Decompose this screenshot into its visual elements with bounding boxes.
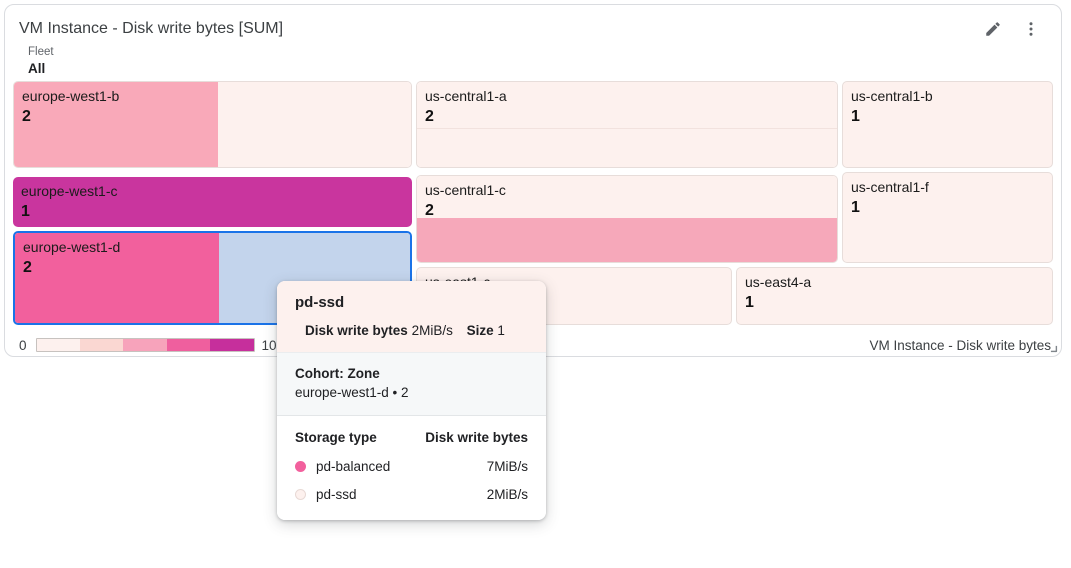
cell-count: 2 [425,108,434,125]
tooltip-metrics: Disk write bytes 2MiB/s Size 1 [295,323,530,338]
storage-type-value: 2MiB/s [486,487,528,502]
storage-segment[interactable] [417,82,837,128]
pencil-icon [984,20,1002,38]
treemap-cell-us-central1-b[interactable]: us-central1-b 1 [842,81,1053,168]
treemap-cell-us-central1-c[interactable]: us-central1-c 2 [416,175,838,263]
cell-count: 2 [23,259,32,276]
legend-min-label: 0 [19,337,27,353]
header-actions [981,17,1043,41]
storage-segment[interactable] [14,82,218,167]
cohort-label: Cohort: Zone [295,366,380,381]
cell-label: us-east4-a [745,274,812,290]
storage-segment[interactable] [417,128,837,167]
storage-type-value: 7MiB/s [486,459,528,474]
metric-value: 2MiB/s [411,323,453,338]
storage-segment-pd-balanced[interactable] [15,233,219,323]
series-dot-pd-balanced [295,461,306,472]
tooltip-table-section: Storage type Disk write bytes pd-balance… [277,416,546,520]
treemap-cell-us-east4-a[interactable]: us-east4-a 1 [736,267,1053,325]
tooltip-title: pd-ssd [295,294,345,311]
cell-label: europe-west1-d [23,239,121,255]
cell-count: 1 [21,203,30,220]
table-col-disk-write-bytes: Disk write bytes [425,430,528,445]
cell-label: europe-west1-c [21,183,118,199]
size-label: Size [466,323,494,338]
cell-count: 1 [745,294,754,311]
tooltip-cohort-section: Cohort: Zone europe-west1-d • 2 [277,352,546,416]
legend-swatch [166,339,211,351]
color-legend-row: 0 10M VM Instance - Disk write bytes [19,336,1051,354]
tooltip: pd-ssd Disk write bytes 2MiB/s Size 1 Co… [277,281,546,520]
resize-handle-icon[interactable] [1050,345,1058,353]
storage-segment[interactable] [417,218,837,262]
treemap-cell-us-central1-f[interactable]: us-central1-f 1 [842,172,1053,263]
series-dot-pd-ssd [295,489,306,500]
legend-swatch [210,339,254,351]
filter-label: Fleet [28,46,54,58]
treemap-cell-europe-west1-c[interactable]: europe-west1-c 1 [13,177,412,227]
kebab-menu-icon [1022,20,1040,38]
cell-count: 1 [851,199,860,216]
legend-swatch [79,339,124,351]
tooltip-header-section: pd-ssd Disk write bytes 2MiB/s Size 1 [277,281,546,352]
cell-count: 2 [425,202,434,219]
widget-header: VM Instance - Disk write bytes [SUM] [5,5,1061,40]
storage-segment[interactable] [218,82,411,167]
treemap-cell-europe-west1-b[interactable]: europe-west1-b 2 [13,81,412,168]
legend-swatch [123,339,167,351]
size-value: 1 [497,323,505,338]
legend-swatch [36,339,80,351]
chart-footer-label: VM Instance - Disk write bytes [869,337,1051,353]
cell-label: europe-west1-b [22,88,120,104]
cell-label: us-central1-b [851,88,933,104]
storage-type-name: pd-balanced [316,459,391,474]
storage-type-name: pd-ssd [316,487,357,502]
treemap-cell-us-central1-a[interactable]: us-central1-a 2 [416,81,838,168]
cell-label: us-central1-a [425,88,507,104]
more-options-button[interactable] [1019,17,1043,41]
widget-title: VM Instance - Disk write bytes [SUM] [19,20,284,37]
edit-button[interactable] [981,17,1005,41]
fleet-filter: Fleet All [5,40,1061,78]
table-row: pd-ssd 2MiB/s [295,487,528,502]
cell-label: us-central1-f [851,179,929,195]
treemap: europe-west1-b 2 us-central1-a 2 us-cent… [13,81,1053,325]
metric-label: Disk write bytes [305,323,408,338]
cell-count: 1 [851,108,860,125]
cell-label: us-central1-c [425,182,506,198]
table-row: pd-balanced 7MiB/s [295,459,528,474]
cohort-value: europe-west1-d • 2 [295,385,409,400]
filter-value[interactable]: All [28,61,46,76]
color-scale-bar [35,338,255,352]
table-col-storage-type: Storage type [295,430,377,445]
cell-count: 2 [22,108,31,125]
storage-segment[interactable] [417,176,837,218]
